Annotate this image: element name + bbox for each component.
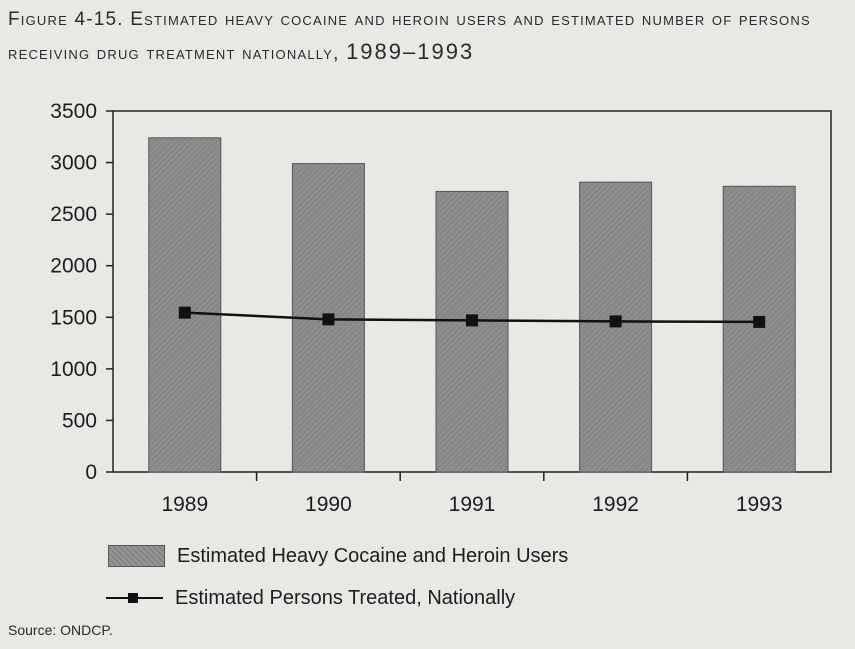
y-tick-label: 500 <box>62 409 97 432</box>
y-tick-label: 3000 <box>50 152 97 175</box>
legend-swatch-bar <box>108 545 165 567</box>
legend-label-treated: Estimated Persons Treated, Nationally <box>175 586 516 609</box>
y-tick-label: 2000 <box>50 255 97 278</box>
x-tick-label: 1990 <box>305 493 352 516</box>
y-tick-label: 1500 <box>50 306 97 329</box>
figure-title-text: Figure 4-15. Estimated heavy cocaine and… <box>8 9 811 64</box>
x-tick-label: 1992 <box>592 493 639 516</box>
legend-swatch-line <box>106 588 163 608</box>
legend-label-users: Estimated Heavy Cocaine and Heroin Users <box>177 544 569 567</box>
line-point <box>178 306 191 319</box>
legend-item-users: Estimated Heavy Cocaine and Heroin Users <box>106 540 568 572</box>
figure-title-years: 1989–1993 <box>346 39 475 64</box>
x-tick-label: 1991 <box>449 493 496 516</box>
chart-svg: 0 500 1000 1500 2000 2500 3000 3500 1989 1990 1991… <box>50 100 832 516</box>
figure-title: Figure 4-15. Estimated heavy cocaine and… <box>8 4 848 70</box>
y-tick-label: 0 <box>85 461 97 484</box>
bar <box>148 137 222 473</box>
y-tick-label: 2500 <box>50 203 97 226</box>
y-tick-label: 3500 <box>50 100 97 123</box>
x-tick-label: 1993 <box>736 493 783 516</box>
line-point <box>609 315 622 328</box>
line-point <box>753 315 766 328</box>
y-tick-label: 1000 <box>50 358 97 381</box>
source-note: Source: ONDCP. <box>8 622 113 638</box>
chart-legend: Estimated Heavy Cocaine and Heroin Users… <box>106 540 568 624</box>
bar <box>435 190 509 473</box>
line-point <box>322 313 335 326</box>
x-tick-label: 1989 <box>161 493 208 516</box>
bar <box>722 185 796 473</box>
legend-item-treated: Estimated Persons Treated, Nationally <box>106 582 568 614</box>
line-point <box>466 314 478 327</box>
